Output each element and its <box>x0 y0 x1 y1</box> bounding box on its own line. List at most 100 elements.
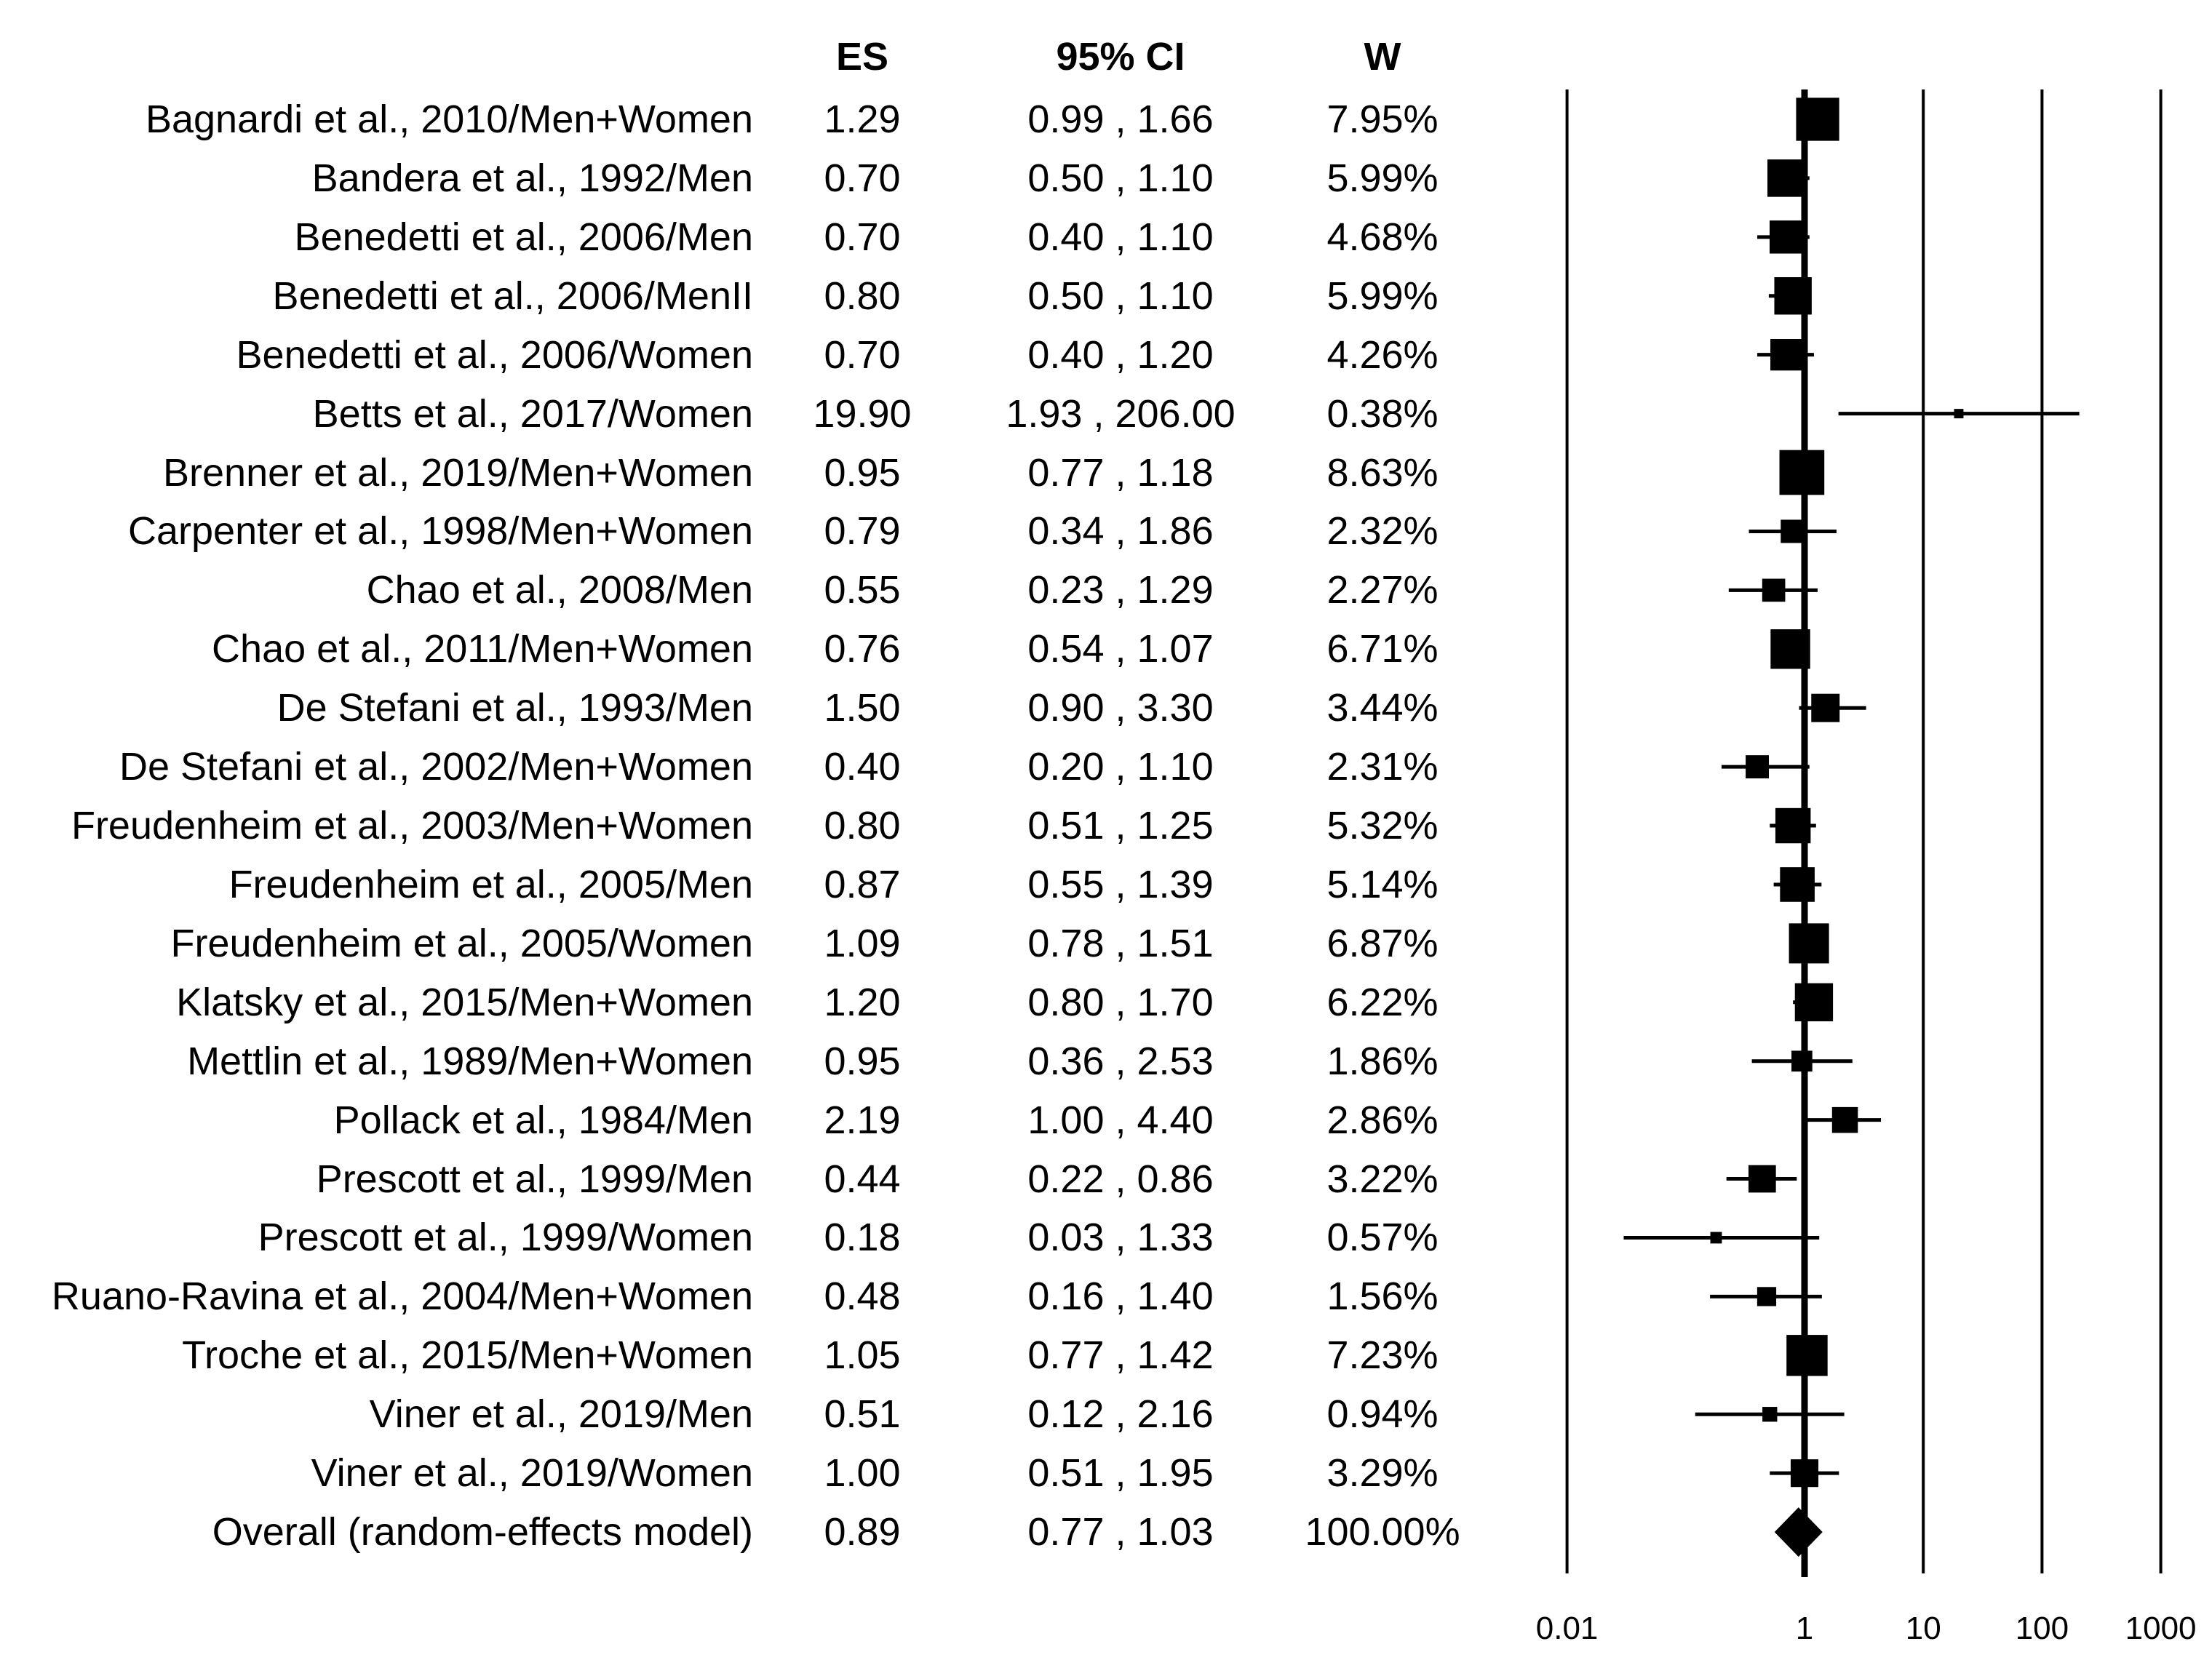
es-value: 0.70 <box>824 156 901 200</box>
effect-marker <box>1954 409 1964 419</box>
study-label: Viner et al., 2019/Women <box>311 1451 753 1496</box>
effect-marker <box>1781 519 1805 543</box>
weight-value: 7.23% <box>1326 1333 1439 1378</box>
weight-value: 4.26% <box>1326 332 1439 377</box>
study-row: Bandera et al., 1992/Men 0.70 0.50 , 1.10 5… <box>0 148 1528 208</box>
ci-value: 0.55 , 1.39 <box>1027 862 1214 906</box>
weight-value: 1.56% <box>1326 1274 1439 1319</box>
es-value: 1.20 <box>824 980 901 1024</box>
study-row: Klatsky et al., 2015/Men+Women 1.20 0.80 ,… <box>0 973 1528 1032</box>
weight-value: 2.32% <box>1326 509 1439 554</box>
weight-value: 5.14% <box>1326 862 1439 906</box>
study-row: Mettlin et al., 1989/Men+Women 0.95 0.36 ,… <box>0 1031 1528 1091</box>
study-row: Benedetti et al., 2006/MenII 0.80 0.50 , 1… <box>0 266 1528 326</box>
es-value: 0.44 <box>824 1157 901 1201</box>
es-value: 1.50 <box>824 686 901 730</box>
effect-marker <box>1811 693 1840 722</box>
weight-value: 3.44% <box>1326 686 1439 730</box>
ci-value: 0.54 , 1.07 <box>1027 627 1214 671</box>
weight-value: 5.99% <box>1326 274 1439 318</box>
effect-marker <box>1786 1335 1828 1376</box>
table-header: ES 95% CI W <box>0 27 1528 87</box>
weight-value: 0.57% <box>1326 1216 1439 1260</box>
study-row: Prescott et al., 1999/Men 0.44 0.22 , 0.86… <box>0 1149 1528 1209</box>
ci-value: 0.12 , 2.16 <box>1027 1392 1214 1437</box>
weight-value: 0.38% <box>1326 391 1439 436</box>
study-row: Benedetti et al., 2006/Women 0.70 0.40 , 1… <box>0 325 1528 385</box>
study-row: Freudenheim et al., 2005/Women 1.09 0.78 ,… <box>0 914 1528 973</box>
es-value: 1.09 <box>824 921 901 965</box>
ci-value: 0.77 , 1.03 <box>1027 1510 1214 1555</box>
es-value: 19.90 <box>813 391 912 436</box>
study-row: Carpenter et al., 1998/Men+Women 0.79 0.34… <box>0 501 1528 561</box>
es-value: 0.80 <box>824 804 901 848</box>
effect-marker <box>1770 220 1803 254</box>
ci-value: 0.77 , 1.42 <box>1027 1333 1214 1378</box>
effect-marker <box>1762 578 1786 602</box>
ci-value: 1.93 , 206.00 <box>1006 391 1236 436</box>
axis-tick-label: 1000 <box>2125 1611 2197 1646</box>
ci-value: 0.90 , 3.30 <box>1027 686 1214 730</box>
study-label: De Stefani et al., 1993/Men <box>276 686 753 730</box>
study-label: Brenner et al., 2019/Men+Women <box>163 450 753 495</box>
ci-value: 0.78 , 1.51 <box>1027 921 1214 965</box>
study-label: Bagnardi et al., 2010/Men+Women <box>145 97 753 141</box>
ci-value: 0.51 , 1.95 <box>1027 1451 1214 1496</box>
axis-tick-label: 1 <box>1796 1611 1813 1646</box>
ci-value: 0.22 , 0.86 <box>1027 1157 1214 1201</box>
study-label: Benedetti et al., 2006/Men <box>294 215 753 259</box>
study-row: Bagnardi et al., 2010/Men+Women 1.29 0.99 … <box>0 89 1528 149</box>
effect-marker <box>1762 1407 1778 1422</box>
weight-value: 5.99% <box>1326 156 1439 200</box>
study-label: Prescott et al., 1999/Women <box>258 1216 753 1260</box>
effect-marker <box>1796 97 1839 141</box>
effect-marker <box>1831 1106 1858 1133</box>
study-label: De Stefani et al., 2002/Men+Women <box>119 745 753 789</box>
es-value: 0.55 <box>824 568 901 612</box>
es-value: 0.40 <box>824 745 901 789</box>
study-row: De Stefani et al., 2002/Men+Women 0.40 0.2… <box>0 737 1528 797</box>
header-ci: 95% CI <box>1056 35 1185 79</box>
ci-value: 0.40 , 1.20 <box>1027 332 1214 377</box>
study-label: Freudenheim et al., 2005/Men <box>228 862 753 906</box>
effect-marker <box>1794 983 1834 1021</box>
es-value: 1.00 <box>824 1451 901 1496</box>
study-label: Benedetti et al., 2006/Women <box>236 332 753 377</box>
weight-value: 3.29% <box>1326 1451 1439 1496</box>
study-row: Overall (random-effects model) 0.89 0.77 ,… <box>0 1502 1528 1562</box>
study-row: Troche et al., 2015/Men+Women 1.05 0.77 , … <box>0 1325 1528 1385</box>
ci-value: 0.51 , 1.25 <box>1027 804 1214 848</box>
study-row: De Stefani et al., 1993/Men 1.50 0.90 , 3.… <box>0 678 1528 738</box>
ci-value: 0.50 , 1.10 <box>1027 156 1214 200</box>
weight-value: 2.31% <box>1326 745 1439 789</box>
effect-marker <box>1767 159 1805 197</box>
study-label: Chao et al., 2008/Men <box>366 568 753 612</box>
ci-value: 0.34 , 1.86 <box>1027 509 1214 554</box>
ci-value: 0.03 , 1.33 <box>1027 1216 1214 1260</box>
weight-value: 6.22% <box>1326 980 1439 1024</box>
es-value: 0.70 <box>824 215 901 259</box>
study-label: Viner et al., 2019/Men <box>369 1392 753 1437</box>
study-label: Benedetti et al., 2006/MenII <box>272 274 753 318</box>
es-value: 2.19 <box>824 1098 901 1142</box>
study-label: Klatsky et al., 2015/Men+Women <box>176 980 753 1024</box>
study-row: Chao et al., 2008/Men 0.55 0.23 , 1.29 2.27… <box>0 560 1528 620</box>
weight-value: 4.68% <box>1326 215 1439 259</box>
axis-tick-label: 10 <box>1906 1611 1941 1646</box>
effect-marker <box>1789 923 1829 964</box>
effect-marker <box>1791 1050 1813 1072</box>
study-label: Freudenheim et al., 2003/Men+Women <box>71 804 753 848</box>
study-row: Benedetti et al., 2006/Men 0.70 0.40 , 1.1… <box>0 207 1528 267</box>
ci-value: 0.99 , 1.66 <box>1027 97 1214 141</box>
effect-marker <box>1710 1232 1722 1244</box>
study-row: Viner et al., 2019/Women 1.00 0.51 , 1.95 3… <box>0 1443 1528 1503</box>
study-label: Ruano-Ravina et al., 2004/Men+Women <box>51 1274 753 1319</box>
effect-marker <box>1770 339 1802 371</box>
study-row: Brenner et al., 2019/Men+Women 0.95 0.77 ,… <box>0 443 1528 503</box>
ci-value: 0.77 , 1.18 <box>1027 450 1214 495</box>
es-value: 0.89 <box>824 1510 901 1555</box>
header-w: W <box>1364 35 1401 79</box>
weight-value: 100.00% <box>1305 1510 1460 1555</box>
